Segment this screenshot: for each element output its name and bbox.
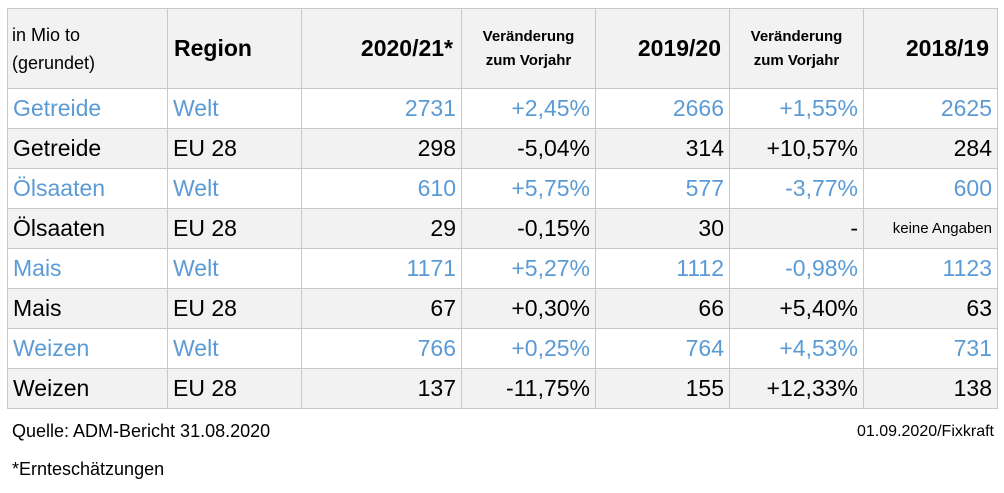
footnote: *Ernteschätzungen xyxy=(12,459,165,479)
change-2-cell: +1,55% xyxy=(729,88,864,129)
value-2018-19-cell: keine Angaben xyxy=(863,208,998,249)
region-header: Region xyxy=(167,8,302,89)
change-1-cell: -5,04% xyxy=(461,128,596,169)
change-header-1: Veränderung zum Vorjahr xyxy=(461,8,596,89)
change-header-2-line1: Veränderung xyxy=(750,27,843,45)
value-2020-21-cell: 29 xyxy=(301,208,462,249)
region-cell: EU 28 xyxy=(167,368,302,409)
value-2019-20-cell: 764 xyxy=(595,328,730,369)
region-cell: EU 28 xyxy=(167,288,302,329)
date-credit: 01.09.2020/Fixkraft xyxy=(857,423,994,440)
source-note: Quelle: ADM-Bericht 31.08.2020 xyxy=(12,421,271,441)
change-1-cell: +0,25% xyxy=(461,328,596,369)
crop-cell: Ölsaaten xyxy=(7,168,168,209)
value-2020-21-cell: 67 xyxy=(301,288,462,329)
change-2-cell: - xyxy=(729,208,864,249)
change-header-1-line2: zum Vorjahr xyxy=(485,51,572,69)
value-2019-20-cell: 66 xyxy=(595,288,730,329)
crop-cell: Weizen xyxy=(7,368,168,409)
unit-header: in Mio to (gerundet) xyxy=(7,8,168,89)
crop-cell: Weizen xyxy=(7,328,168,369)
change-2-cell: +12,33% xyxy=(729,368,864,409)
header-row: in Mio to (gerundet) Region 2020/21* Ver… xyxy=(7,8,998,89)
value-2020-21-cell: 137 xyxy=(301,368,462,409)
year-2020-21-header: 2020/21* xyxy=(301,8,462,89)
region-cell: Welt xyxy=(167,88,302,129)
table-row: Mais EU 28 67 +0,30% 66 +5,40% 63 xyxy=(7,288,998,329)
crop-cell: Ölsaaten xyxy=(7,208,168,249)
change-1-cell: +5,75% xyxy=(461,168,596,209)
table-row: Weizen Welt 766 +0,25% 764 +4,53% 731 xyxy=(7,328,998,369)
crop-cell: Getreide xyxy=(7,128,168,169)
value-2018-19-cell: 2625 xyxy=(863,88,998,129)
change-1-cell: +5,27% xyxy=(461,248,596,289)
year-2019-20-header: 2019/20 xyxy=(595,8,730,89)
unit-label-line2: (gerundet) xyxy=(12,52,96,73)
region-cell: Welt xyxy=(167,168,302,209)
change-2-cell: -3,77% xyxy=(729,168,864,209)
value-2020-21-cell: 610 xyxy=(301,168,462,209)
table-row: Mais Welt 1171 +5,27% 1112 -0,98% 1123 xyxy=(7,248,998,289)
change-1-cell: -0,15% xyxy=(461,208,596,249)
crop-cell: Mais xyxy=(7,248,168,289)
table-row: Weizen EU 28 137 -11,75% 155 +12,33% 138 xyxy=(7,368,998,409)
crop-cell: Getreide xyxy=(7,88,168,129)
table-row: Getreide EU 28 298 -5,04% 314 +10,57% 28… xyxy=(7,128,998,169)
change-2-cell: -0,98% xyxy=(729,248,864,289)
change-1-cell: -11,75% xyxy=(461,368,596,409)
value-2018-19-cell: 600 xyxy=(863,168,998,209)
change-2-cell: +4,53% xyxy=(729,328,864,369)
unit-label-line1: in Mio to xyxy=(12,24,81,45)
value-2019-20-cell: 1112 xyxy=(595,248,730,289)
crop-cell: Mais xyxy=(7,288,168,329)
change-header-2-line2: zum Vorjahr xyxy=(753,51,840,69)
value-2019-20-cell: 155 xyxy=(595,368,730,409)
region-cell: Welt xyxy=(167,328,302,369)
value-2020-21-cell: 2731 xyxy=(301,88,462,129)
change-header-2: Veränderung zum Vorjahr xyxy=(729,8,864,89)
value-2019-20-cell: 30 xyxy=(595,208,730,249)
value-2019-20-cell: 314 xyxy=(595,128,730,169)
change-1-cell: +2,45% xyxy=(461,88,596,129)
value-2018-19-cell: 138 xyxy=(863,368,998,409)
region-cell: EU 28 xyxy=(167,128,302,169)
value-2020-21-cell: 1171 xyxy=(301,248,462,289)
change-2-cell: +5,40% xyxy=(729,288,864,329)
value-2020-21-cell: 766 xyxy=(301,328,462,369)
value-2019-20-cell: 2666 xyxy=(595,88,730,129)
change-2-cell: +10,57% xyxy=(729,128,864,169)
region-cell: Welt xyxy=(167,248,302,289)
table-row: Getreide Welt 2731 +2,45% 2666 +1,55% 26… xyxy=(7,88,998,129)
table-row: Ölsaaten Welt 610 +5,75% 577 -3,77% 600 xyxy=(7,168,998,209)
year-2018-19-header: 2018/19 xyxy=(863,8,998,89)
value-2019-20-cell: 577 xyxy=(595,168,730,209)
change-1-cell: +0,30% xyxy=(461,288,596,329)
value-2018-19-cell: 731 xyxy=(863,328,998,369)
table-row: Ölsaaten EU 28 29 -0,15% 30 - keine Anga… xyxy=(7,208,998,249)
value-2018-19-cell: 63 xyxy=(863,288,998,329)
value-2018-19-cell: 284 xyxy=(863,128,998,169)
change-header-1-line1: Veränderung xyxy=(482,27,575,45)
value-2018-19-cell: 1123 xyxy=(863,248,998,289)
harvest-table: in Mio to (gerundet) Region 2020/21* Ver… xyxy=(7,8,998,409)
value-2020-21-cell: 298 xyxy=(301,128,462,169)
region-cell: EU 28 xyxy=(167,208,302,249)
